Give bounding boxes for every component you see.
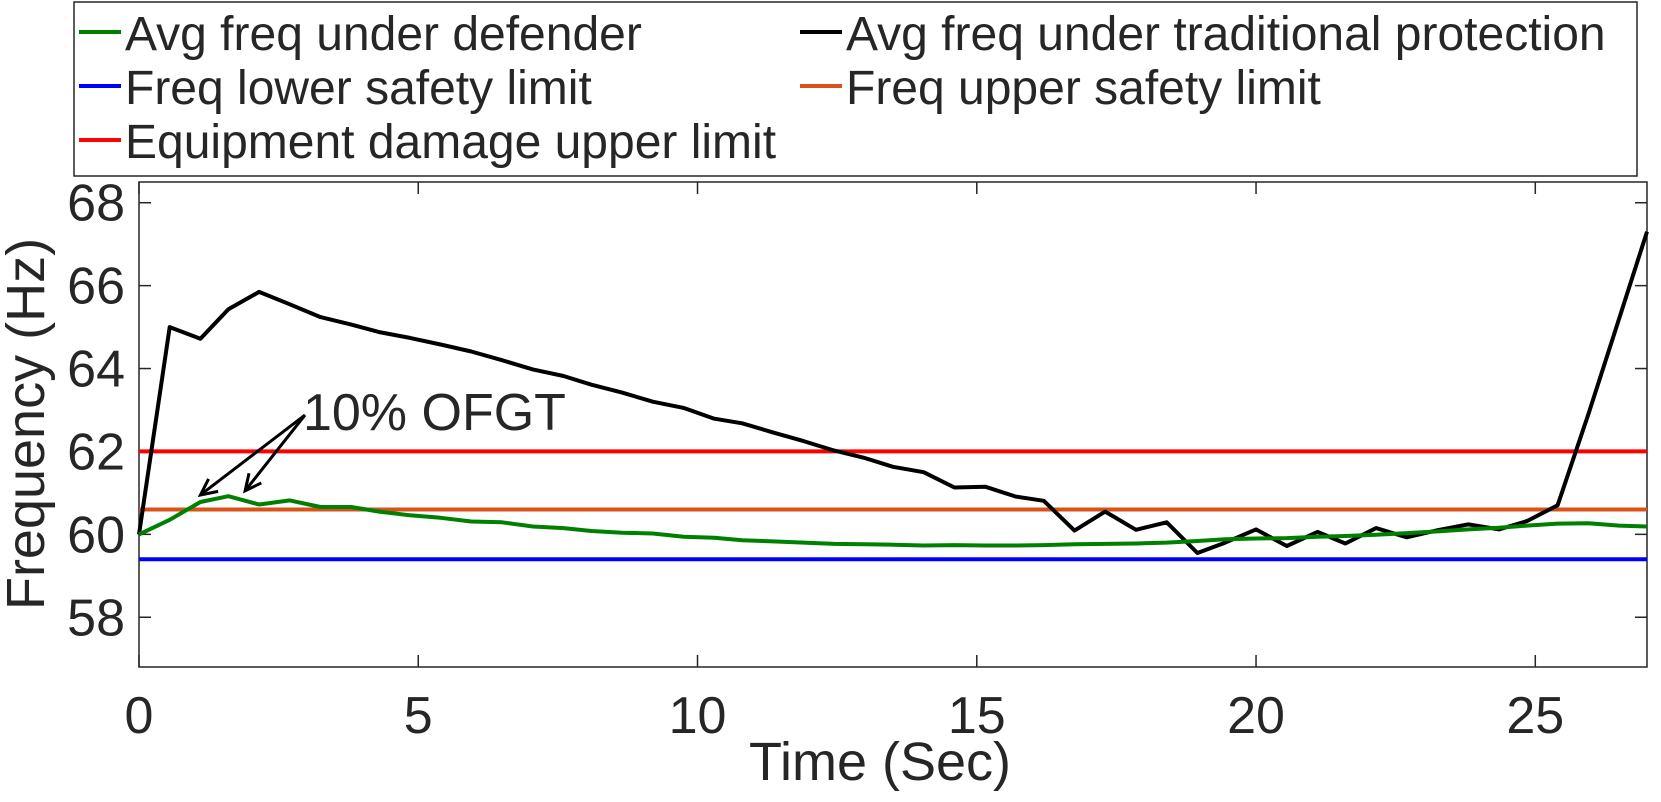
annotation-arrow-head: [242, 472, 262, 494]
annotation-arrow-line: [199, 413, 306, 497]
x-tick-label: 25: [1506, 687, 1564, 745]
legend-label: Freq lower safety limit: [125, 62, 592, 115]
legend-label: Avg freq under defender: [125, 8, 642, 61]
x-axis-label: Time (Sec): [749, 732, 1011, 792]
x-tick-label: 0: [125, 687, 154, 745]
annotation-label: 10% OFGT: [303, 384, 566, 442]
annotation-arrow-head: [197, 478, 219, 498]
x-tick-label: 15: [948, 687, 1006, 745]
annotation-arrow-line: [243, 414, 307, 492]
annotation-layer: 10% OFGT: [197, 384, 566, 498]
legend: Avg freq under defender Avg freq under tr…: [73, 1, 1638, 177]
legend-label: Freq upper safety limit: [846, 62, 1321, 115]
x-tick-label: 10: [669, 687, 727, 745]
y-axis-label: Frequency (Hz): [0, 238, 56, 610]
plot-area: [138, 181, 1648, 668]
y-tick-label: 64: [67, 341, 125, 399]
y-tick-label: 58: [67, 589, 125, 647]
y-tick-label: 60: [67, 506, 125, 564]
x-tick-label: 20: [1227, 687, 1285, 745]
series-layer: [137, 231, 1649, 562]
y-tick-label: 66: [67, 258, 125, 316]
axis-ticks: 0 5 10 15 20 25 58 60 62 64 66 68: [67, 175, 1647, 745]
legend-label: Equipment damage upper limit: [125, 116, 776, 169]
legend-box: [73, 1, 1638, 177]
legend-label: Avg freq under traditional protection: [846, 8, 1606, 61]
x-tick-label: 5: [404, 687, 433, 745]
y-tick-label: 68: [67, 175, 125, 233]
series-line-avg-freq-under-defender: [138, 494, 1648, 548]
y-tick-label: 62: [67, 423, 125, 481]
